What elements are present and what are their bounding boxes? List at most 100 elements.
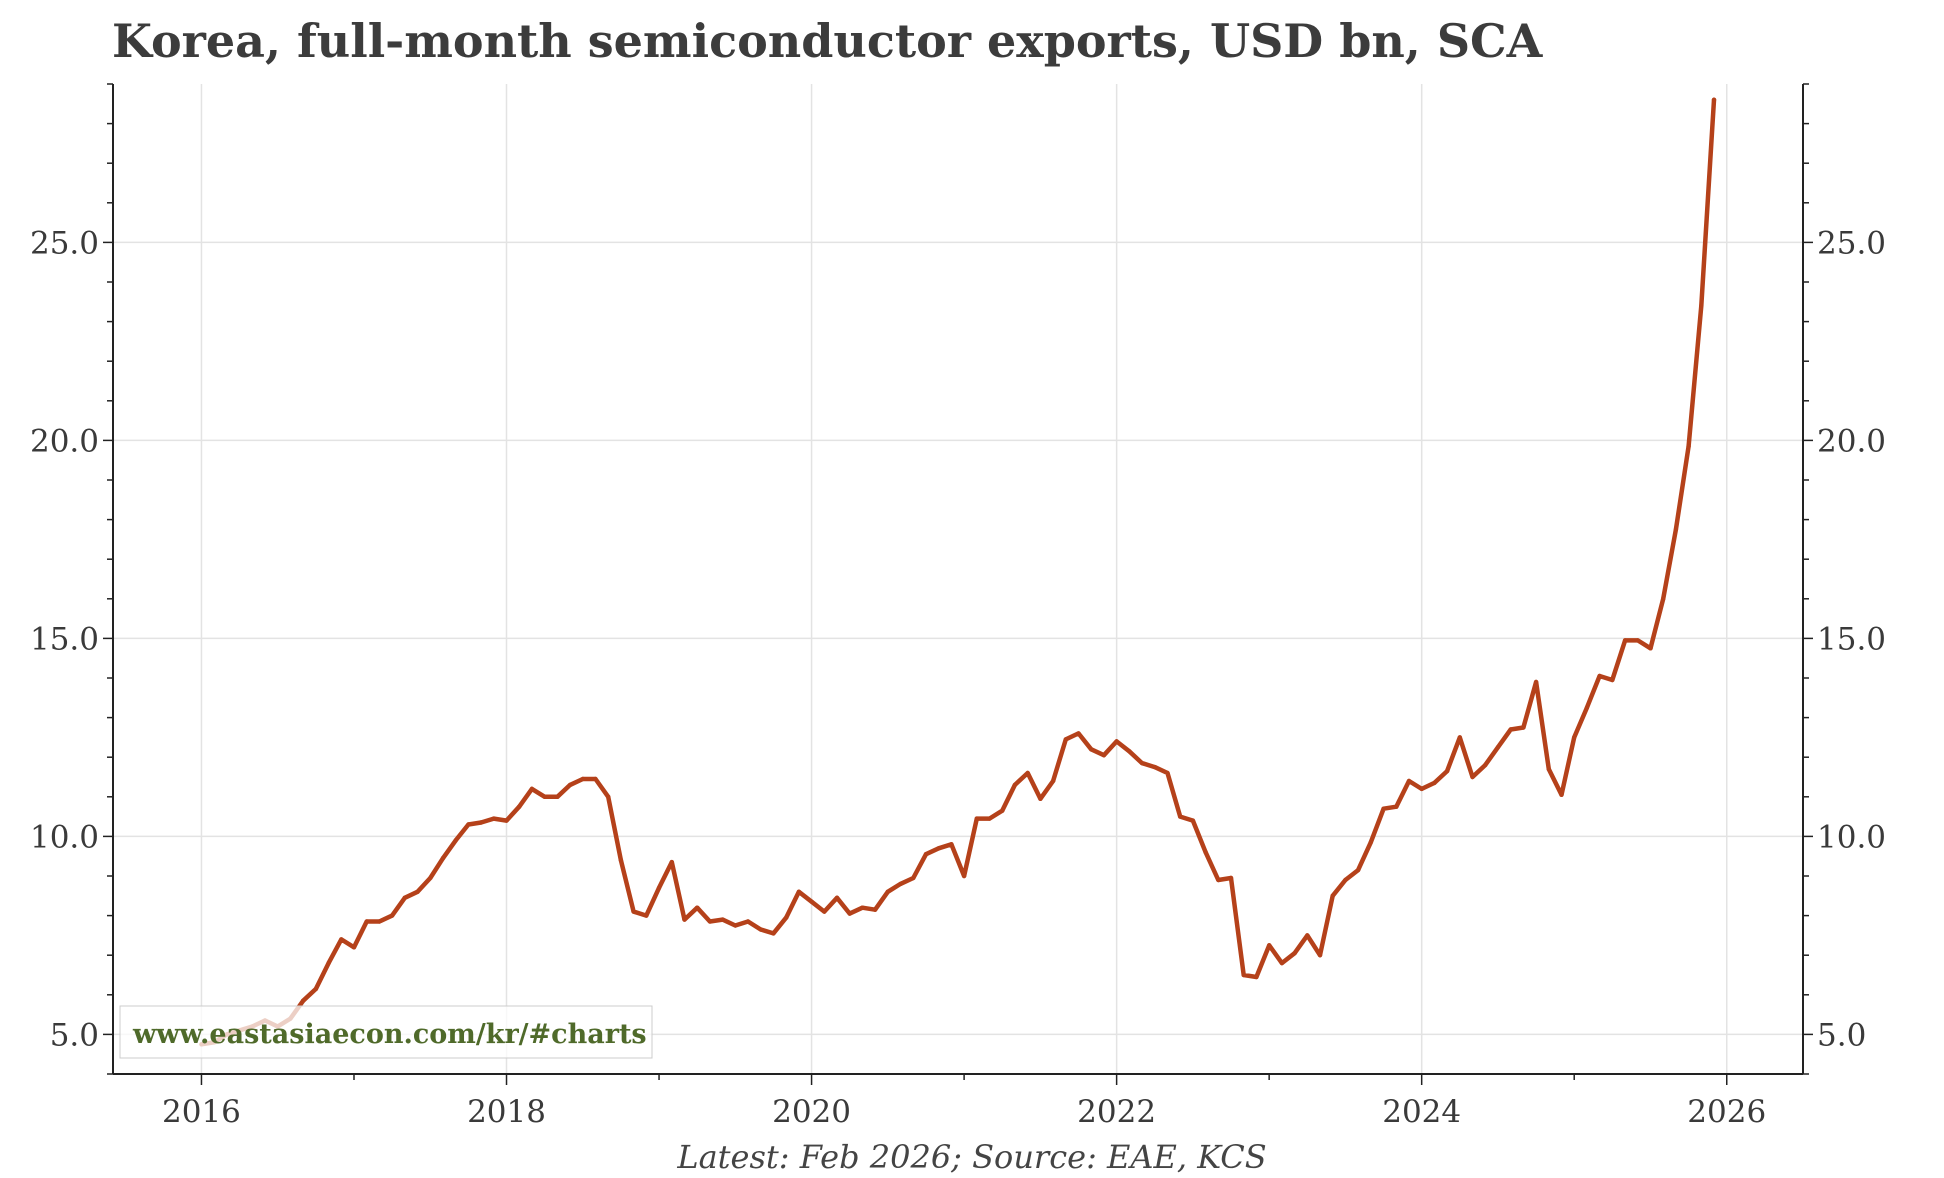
data-point (1622, 638, 1628, 643)
y-tick-label-right: 15.0 (1817, 621, 1886, 657)
data-point (389, 913, 395, 918)
data-point (936, 846, 941, 851)
data-point (911, 875, 916, 881)
data-point (1241, 972, 1246, 978)
data-point (593, 776, 598, 782)
y-tick-label-right: 20.0 (1817, 423, 1886, 459)
x-tick-label: 2016 (162, 1094, 241, 1130)
watermark-box[interactable]: www.eastasiaecon.com/kr/#charts (119, 1005, 653, 1059)
data-point (1050, 778, 1056, 784)
data-point (1089, 747, 1094, 752)
data-point (1635, 638, 1641, 643)
data-point (695, 905, 700, 910)
data-point (1711, 97, 1717, 103)
watermark-link[interactable]: www.eastasiaecon.com/kr/#charts (132, 1019, 647, 1050)
chart-footer: Latest: Feb 2026; Source: EAE, KCS (677, 1138, 1267, 1176)
data-point (1495, 745, 1501, 750)
data-point (885, 889, 890, 894)
data-point (847, 911, 852, 916)
x-tick-label: 2018 (467, 1094, 546, 1130)
data-point (1012, 782, 1018, 788)
y-tick-label-right: 5.0 (1817, 1017, 1866, 1053)
data-point (351, 945, 357, 950)
data-point (440, 856, 446, 861)
x-tick-label: 2020 (772, 1094, 851, 1130)
data-point (898, 881, 903, 887)
x-tick-label: 2022 (1077, 1094, 1156, 1130)
data-point (1165, 770, 1170, 776)
data-point (720, 917, 725, 922)
data-point (1661, 596, 1666, 601)
data-point (1355, 867, 1361, 873)
data-point (1406, 778, 1412, 784)
data-point (669, 859, 674, 865)
data-point (1101, 753, 1107, 758)
data-point (313, 986, 319, 992)
data-point (1457, 735, 1463, 740)
data-point (860, 905, 865, 910)
data-point (1533, 679, 1539, 685)
data-point (809, 899, 814, 904)
data-point (707, 919, 713, 924)
data-point (428, 875, 433, 881)
data-point (491, 816, 496, 821)
data-point (339, 937, 344, 942)
data-point (326, 960, 331, 966)
data-point (517, 804, 522, 809)
data-point (1317, 953, 1323, 958)
x-tick-label: 2026 (1687, 1094, 1766, 1130)
data-point (1000, 808, 1005, 813)
data-point (1076, 731, 1081, 736)
data-point (822, 909, 827, 914)
data-point (987, 816, 992, 821)
y-tick-label-left: 5.0 (50, 1017, 99, 1053)
data-point (364, 919, 369, 924)
data-point (1432, 780, 1437, 786)
data-point (542, 794, 547, 799)
data-point (1686, 444, 1691, 449)
data-point (555, 794, 560, 799)
data-point (1025, 770, 1030, 776)
data-point (771, 931, 776, 936)
data-point (1343, 877, 1348, 883)
data-point (796, 889, 802, 894)
y-tick-label-left: 20.0 (30, 423, 99, 459)
data-point (1038, 796, 1043, 801)
plot-frame (112, 84, 1804, 1075)
data-point (1114, 739, 1119, 744)
series-layer (199, 97, 1717, 1047)
data-point (1444, 768, 1450, 774)
x-tick-label: 2024 (1382, 1094, 1461, 1130)
data-point (1394, 804, 1399, 809)
data-point (1673, 527, 1679, 532)
y-tick-label-right: 25.0 (1817, 225, 1886, 261)
data-point (1559, 792, 1564, 797)
data-point (733, 923, 738, 928)
data-point (1203, 850, 1208, 855)
data-point (1292, 951, 1297, 956)
data-point (1178, 814, 1183, 819)
y-axis-left: 5.0 10.0 15.0 20.0 25.0 (30, 83, 113, 1075)
data-point (974, 816, 979, 821)
y-tick-label-left: 25.0 (30, 225, 99, 261)
data-point (682, 917, 687, 922)
data-point (606, 794, 611, 799)
data-point (745, 919, 751, 924)
data-point (1572, 735, 1577, 740)
data-point (1470, 774, 1475, 780)
data-point (1483, 762, 1488, 768)
series-line (199, 97, 1717, 1047)
data-point (872, 907, 878, 912)
data-point (1254, 974, 1259, 980)
data-point (1584, 705, 1590, 710)
data-point (529, 786, 535, 792)
data-point (1216, 877, 1221, 883)
data-point (1127, 749, 1132, 754)
data-point (618, 858, 624, 863)
data-point (1521, 725, 1526, 730)
data-point (1381, 806, 1386, 811)
data-point (949, 842, 954, 847)
data-point (644, 913, 649, 918)
data-point (631, 909, 636, 914)
